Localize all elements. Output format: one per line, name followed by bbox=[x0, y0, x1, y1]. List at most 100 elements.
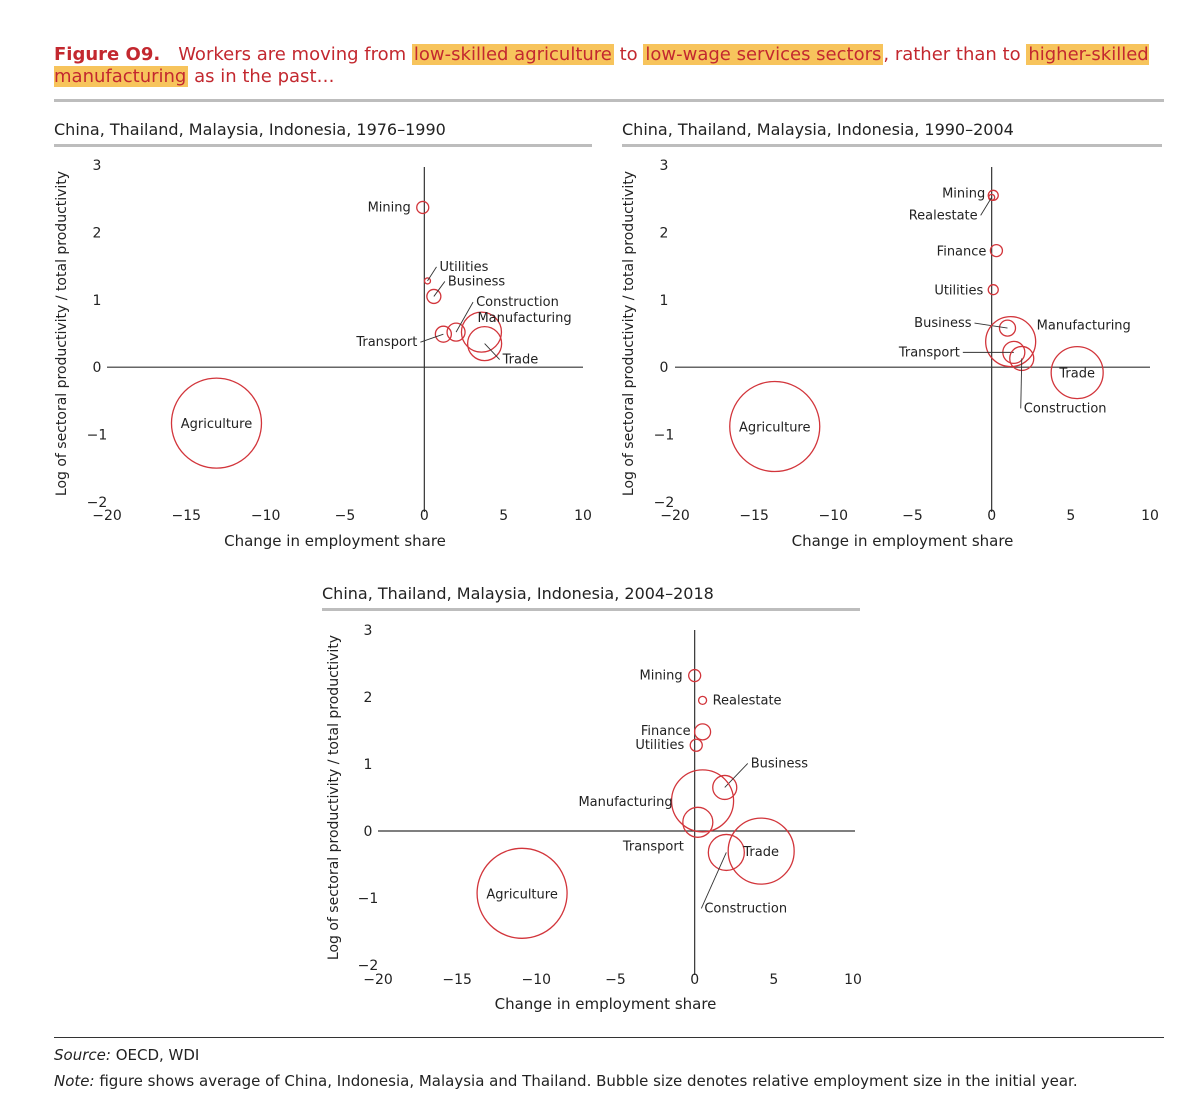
x-tick-label: 0 bbox=[987, 508, 996, 524]
leader-line bbox=[700, 852, 727, 909]
bubble-business bbox=[712, 774, 738, 801]
y-tick-label: 3 bbox=[660, 158, 669, 174]
bubble-label: Construction bbox=[476, 295, 559, 310]
y-tick-label: −2 bbox=[358, 958, 379, 974]
highlighted-phrase: low-wage services sectors bbox=[643, 44, 884, 65]
x-tick-label: 10 bbox=[1141, 508, 1159, 524]
source-text: OECD, WDI bbox=[115, 1046, 200, 1064]
y-tick-label: 1 bbox=[660, 293, 669, 309]
x-tick-label: 5 bbox=[769, 972, 778, 988]
x-tick-label: 5 bbox=[1066, 508, 1075, 524]
y-tick-label: 0 bbox=[364, 824, 373, 840]
bubble-label: Agriculture bbox=[486, 887, 558, 902]
bubble-mining bbox=[416, 200, 430, 215]
y-tick-label: 3 bbox=[93, 158, 102, 174]
bubble-manufacturing bbox=[985, 315, 1037, 368]
bubble-realestate bbox=[697, 695, 708, 705]
y-tick-label: −2 bbox=[87, 495, 108, 511]
bubble-trade bbox=[466, 325, 503, 362]
bubble-label: Finance bbox=[937, 245, 987, 260]
figure-header: Figure O9. Workers are moving from low-sk… bbox=[54, 44, 1164, 88]
bubble-label: Mining bbox=[942, 186, 985, 201]
x-tick-label: −5 bbox=[902, 508, 923, 524]
x-tick-label: −5 bbox=[335, 508, 356, 524]
y-tick-label: −1 bbox=[358, 891, 379, 907]
y-tick-label: 2 bbox=[93, 225, 102, 241]
y-tick-label: 1 bbox=[364, 757, 373, 773]
bubble-agriculture bbox=[729, 380, 821, 473]
x-tick-label: 5 bbox=[499, 508, 508, 524]
x-tick-label: −20 bbox=[92, 508, 122, 524]
bubble-label: Manufacturing bbox=[1037, 319, 1131, 334]
bubble-label: Transport bbox=[898, 345, 960, 360]
leader-line bbox=[1020, 358, 1023, 409]
y-tick-label: −1 bbox=[87, 428, 108, 444]
bubble-label: Agriculture bbox=[181, 417, 253, 432]
bubble-label: Manufacturing bbox=[578, 795, 672, 810]
bubble-manufacturing bbox=[460, 311, 503, 353]
note-label: Note: bbox=[54, 1072, 95, 1090]
bubble-manufacturing bbox=[670, 769, 735, 833]
bubble-label: Trade bbox=[1058, 367, 1095, 382]
leader-line bbox=[484, 343, 500, 360]
figure-label: Figure O9. bbox=[54, 44, 161, 65]
x-tick-label: 0 bbox=[420, 508, 429, 524]
bubble-utilities bbox=[987, 284, 999, 296]
note-line: Note: figure shows average of China, Ind… bbox=[54, 1072, 1078, 1090]
panel-3-rule bbox=[322, 608, 860, 611]
bubble-label: Utilities bbox=[440, 260, 489, 275]
x-tick-label: −20 bbox=[660, 508, 690, 524]
bubble-label: Agriculture bbox=[739, 421, 811, 436]
bubble-agriculture bbox=[170, 377, 263, 469]
bubble-label: Construction bbox=[1024, 401, 1107, 416]
leader-line bbox=[420, 333, 444, 343]
x-tick-label: −5 bbox=[605, 972, 626, 988]
x-tick-label: −15 bbox=[739, 508, 769, 524]
bubble-label: Finance bbox=[641, 724, 691, 739]
panel-2-rule bbox=[622, 144, 1162, 147]
bubble-realestate bbox=[988, 193, 996, 202]
bubble-label: Construction bbox=[704, 901, 787, 916]
x-tick-label: 10 bbox=[574, 508, 592, 524]
bubble-label: Transport bbox=[622, 839, 684, 854]
bubble-label: Business bbox=[751, 756, 809, 771]
source-label: Source: bbox=[54, 1046, 111, 1064]
bubble-mining bbox=[688, 668, 702, 683]
bubble-transport bbox=[434, 325, 453, 343]
leader-line bbox=[433, 281, 446, 297]
bubble-finance bbox=[989, 243, 1004, 258]
title-text: , rather than to bbox=[883, 44, 1027, 65]
panel-3-title: China, Thailand, Malaysia, Indonesia, 20… bbox=[322, 584, 714, 603]
x-tick-label: −10 bbox=[819, 508, 849, 524]
x-axis-label: Change in employment share bbox=[495, 995, 717, 1013]
bubble-label: Realestate bbox=[713, 693, 782, 708]
bubble-utilities bbox=[689, 738, 703, 752]
y-tick-label: 1 bbox=[93, 293, 102, 309]
x-axis-label: Change in employment share bbox=[224, 532, 446, 550]
leader-line bbox=[980, 197, 993, 216]
x-tick-label: −10 bbox=[522, 972, 552, 988]
bubble-label: Trade bbox=[742, 845, 779, 860]
x-tick-label: −20 bbox=[363, 972, 393, 988]
y-tick-label: 2 bbox=[660, 225, 669, 241]
y-tick-label: 0 bbox=[660, 360, 669, 376]
title-text: Workers are moving from bbox=[178, 44, 412, 65]
bubble-label: Business bbox=[914, 316, 972, 331]
highlighted-phrase: low-skilled agriculture bbox=[411, 44, 614, 65]
y-tick-label: 0 bbox=[93, 360, 102, 376]
bubble-trade bbox=[1050, 345, 1104, 400]
bubble-label: Mining bbox=[368, 200, 411, 215]
bubble-label: Business bbox=[448, 274, 506, 289]
y-tick-label: −1 bbox=[654, 428, 675, 444]
x-tick-label: −15 bbox=[172, 508, 202, 524]
x-tick-label: −15 bbox=[442, 972, 472, 988]
bubble-label: Utilities bbox=[635, 738, 684, 753]
title-text: as in the past… bbox=[188, 66, 335, 87]
panel-2-title: China, Thailand, Malaysia, Indonesia, 19… bbox=[622, 120, 1014, 139]
y-tick-label: 3 bbox=[364, 623, 373, 639]
leader-line bbox=[455, 301, 474, 333]
footer-rule bbox=[54, 1037, 1164, 1038]
